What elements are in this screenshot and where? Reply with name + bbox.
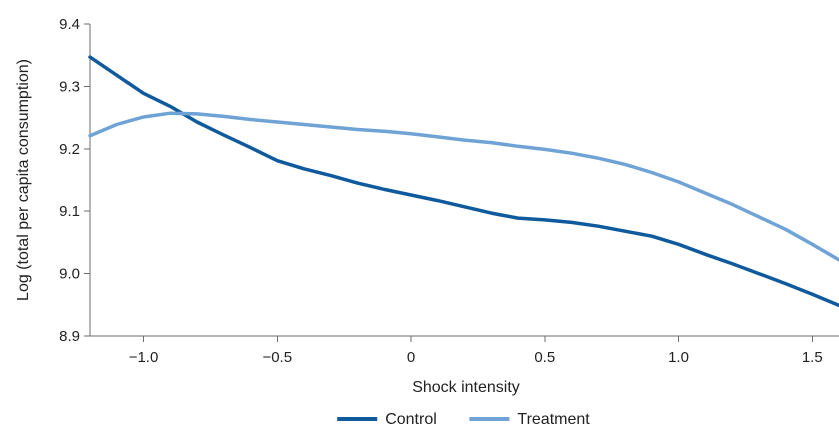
series-group xyxy=(88,55,839,308)
legend-label-control: Control xyxy=(385,411,437,428)
legend: Control Treatment xyxy=(337,411,590,428)
x-tick-label: 0.5 xyxy=(534,349,555,366)
x-tick-label: 1.0 xyxy=(668,349,689,366)
y-axis-ticks: 8.9 9.0 9.1 9.2 9.3 9.4 xyxy=(59,16,90,345)
y-tick-label: 9.0 xyxy=(59,266,80,283)
y-tick-label: 9.1 xyxy=(59,203,80,220)
x-axis-ticks: −1.0 −0.5 0 0.5 1.0 1.5 xyxy=(129,336,823,366)
y-tick-label: 9.2 xyxy=(59,141,80,158)
x-tick-label: −0.5 xyxy=(262,349,292,366)
legend-label-treatment: Treatment xyxy=(517,411,590,428)
y-tick-label: 8.9 xyxy=(59,328,80,345)
series-line-control xyxy=(88,55,839,308)
y-tick-label: 9.4 xyxy=(59,16,80,33)
x-tick-label: 1.5 xyxy=(802,349,823,366)
y-axis-title: Log (total per capita consumption) xyxy=(15,59,32,301)
x-axis-title: Shock intensity xyxy=(412,379,520,396)
plot-area: 8.9 9.0 9.1 9.2 9.3 9.4 −1.0 −0.5 0 0.5 1.0 1.5 xyxy=(59,16,839,366)
x-tick-label: −1.0 xyxy=(129,349,159,366)
series-line-treatment xyxy=(88,111,839,262)
x-tick-label: 0 xyxy=(407,349,415,366)
y-tick-label: 9.3 xyxy=(59,78,80,95)
